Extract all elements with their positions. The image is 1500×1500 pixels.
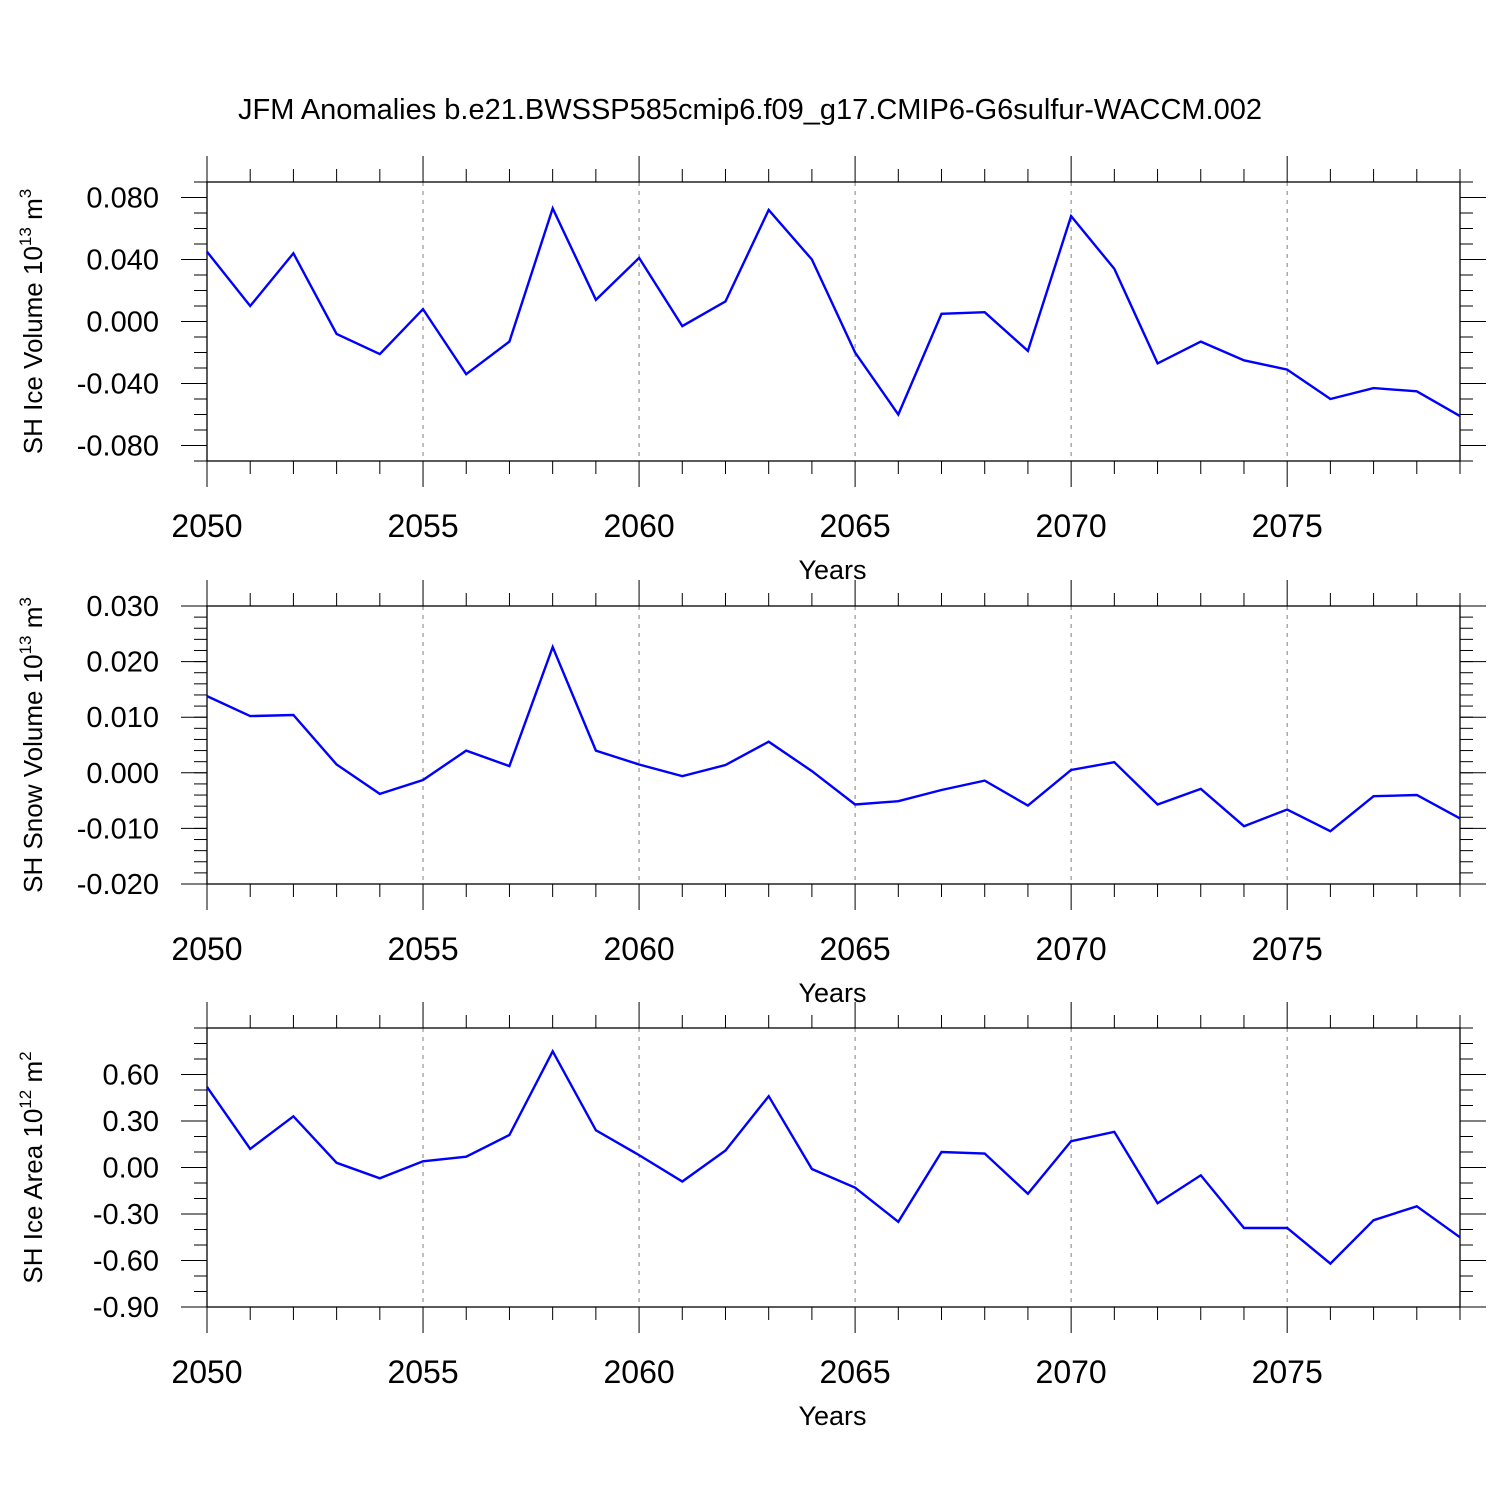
x-tick-label: 2070 (1036, 508, 1107, 544)
x-tick-label: 2075 (1252, 1354, 1323, 1390)
x-tick-label: 2055 (387, 1354, 458, 1390)
y-axis-label-text: SH Ice Volume 10 (18, 246, 48, 454)
y-tick-label: -0.90 (93, 1292, 159, 1324)
x-tick-label: 2060 (603, 1354, 674, 1390)
y-axis-label-text: SH Snow Volume 10 (18, 654, 48, 892)
x-tick-label: 2055 (387, 508, 458, 544)
y-axis-label: SH Snow Volume 1013 m3 (16, 597, 48, 893)
series-line (206, 643, 1461, 833)
y-tick-label: -0.080 (77, 431, 159, 463)
panel-ice-volume: 0.080 0.040 0.000 -0.040 -0.080 2050 2055 2060 2… (16, 156, 1486, 585)
x-tick-label: 2070 (1036, 931, 1107, 967)
y-tick-label: 0.00 (103, 1153, 159, 1185)
x-tick-label: 2050 (171, 508, 242, 544)
x-tick-label: 2060 (603, 508, 674, 544)
x-tick-label: 2055 (387, 931, 458, 967)
y-tick-label: 0.080 (86, 183, 159, 215)
plot-frame (206, 181, 1461, 462)
y-axis-label-unit: m (18, 607, 48, 636)
x-tick-label: 2065 (820, 1354, 891, 1390)
panel-ice-area: 0.60 0.30 0.00 -0.30 -0.60 -0.90 2050 2055 2060 2… (16, 1002, 1486, 1431)
x-tick-label: 2065 (820, 931, 891, 967)
x-tick-label: 2075 (1252, 931, 1323, 967)
y-tick-label: -0.010 (77, 813, 159, 845)
plot-frame (206, 605, 1461, 885)
x-tick-label: 2065 (820, 508, 891, 544)
y-axis-label: SH Ice Area 1012 m2 (16, 1051, 48, 1283)
y-axis-label-text: SH Ice Area 10 (18, 1109, 48, 1284)
chart-title: JFM Anomalies b.e21.BWSSP585cmip6.f09_g1… (238, 94, 1262, 126)
y-axis-label-sup: 13 (16, 635, 35, 654)
y-tick-label: 0.010 (86, 702, 159, 734)
y-axis-label-sup: 12 (16, 1090, 35, 1109)
series-line (206, 205, 1461, 418)
y-axis-label-unit-sup: 2 (16, 1051, 35, 1060)
x-tick-label: 2070 (1036, 1354, 1107, 1390)
y-tick-label: 0.000 (86, 307, 159, 339)
y-tick-label: -0.30 (93, 1199, 159, 1231)
y-axis-label-unit: m (18, 1061, 48, 1090)
y-axis-label-unit: m (18, 198, 48, 227)
y-tick-label: 0.000 (86, 758, 159, 790)
x-tick-label: 2075 (1252, 508, 1323, 544)
plot-frame (206, 1027, 1461, 1308)
series-line (206, 1048, 1461, 1266)
y-tick-label: 0.60 (103, 1060, 159, 1092)
y-axis-label-unit-sup: 3 (16, 597, 35, 606)
y-tick-label: 0.030 (86, 591, 159, 623)
x-axis-label: Years (798, 978, 866, 1008)
y-tick-label: -0.020 (77, 869, 159, 901)
panel-snow-volume: 0.030 0.020 0.010 0.000 -0.010 -0.020 2050 2055… (16, 580, 1486, 1008)
y-axis-label-sup: 13 (16, 227, 35, 246)
x-axis-label: Years (798, 555, 866, 585)
y-tick-label: -0.60 (93, 1246, 159, 1278)
x-tick-label: 2060 (603, 931, 674, 967)
y-tick-label: 0.040 (86, 245, 159, 277)
x-axis-label: Years (798, 1401, 866, 1431)
x-tick-label: 2050 (171, 931, 242, 967)
y-axis-label-unit-sup: 3 (16, 189, 35, 198)
y-tick-label: 0.020 (86, 647, 159, 679)
x-tick-label: 2050 (171, 1354, 242, 1390)
y-tick-label: -0.040 (77, 369, 159, 401)
y-tick-label: 0.30 (103, 1106, 159, 1138)
y-axis-label: SH Ice Volume 1013 m3 (16, 189, 48, 454)
